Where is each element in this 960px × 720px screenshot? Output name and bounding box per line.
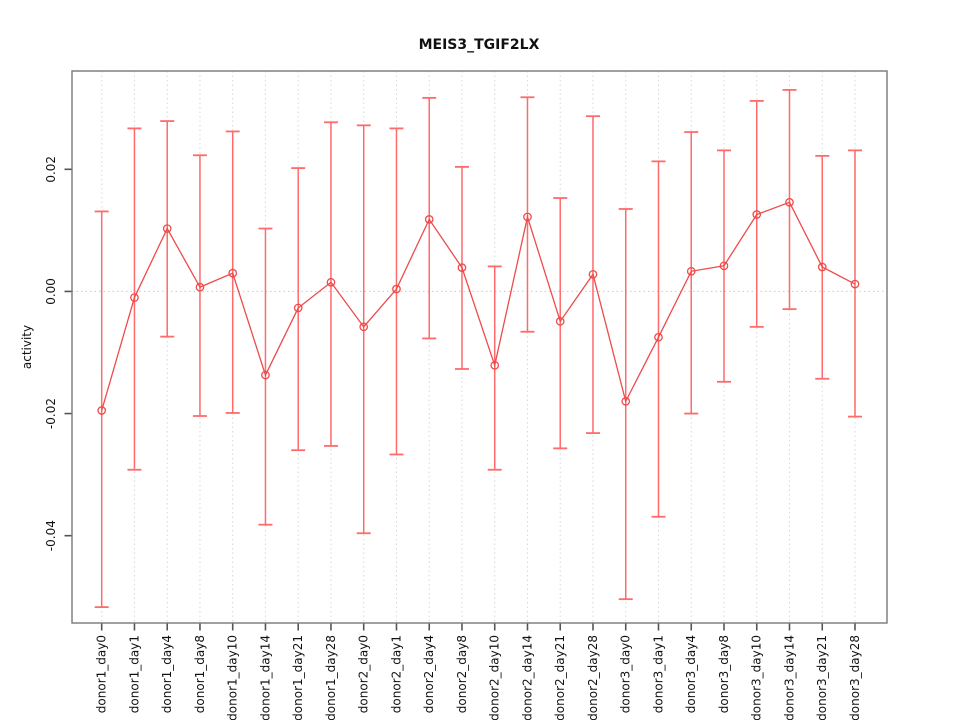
data-point — [555, 317, 565, 326]
data-point — [359, 322, 369, 332]
data-point — [293, 303, 303, 313]
data-point — [686, 266, 696, 276]
x-tick-label: donor3_day14 — [782, 635, 796, 720]
x-tick-label: donor2_day14 — [520, 635, 534, 720]
data-point — [424, 215, 434, 224]
x-tick-label: donor2_day4 — [422, 635, 436, 713]
error-bar — [389, 127, 404, 456]
data-point — [785, 197, 794, 207]
data-point — [490, 360, 500, 370]
x-tick-label: donor3_day28 — [848, 635, 862, 720]
data-point — [162, 224, 172, 233]
data-point — [719, 261, 729, 271]
data-point — [195, 282, 205, 292]
data-point — [850, 279, 860, 289]
x-tick-label: donor2_day8 — [455, 635, 469, 713]
error-bar — [258, 227, 273, 526]
axis-layer: 0.02 0.00 -0.02 -0.04 donor1_day0 donor1_day1… — [44, 156, 862, 720]
x-tick-label: donor2_day0 — [357, 635, 371, 713]
x-tick-label: donor2_day1 — [389, 635, 403, 713]
x-tick-label: donor1_day1 — [127, 635, 141, 713]
y-tick-label: -0.04 — [44, 520, 58, 551]
x-tick-label: donor2_day21 — [553, 635, 567, 720]
x-tick-label: donor1_day28 — [324, 635, 338, 720]
x-tick-label: donor3_day8 — [717, 635, 731, 713]
y-tick-label: 0.00 — [44, 278, 58, 305]
data-point — [588, 269, 598, 279]
error-bar — [192, 154, 207, 417]
data-point — [326, 277, 336, 287]
x-tick-label: donor1_day10 — [226, 635, 240, 720]
x-tick-label: donor2_day28 — [586, 635, 600, 720]
error-bar — [782, 89, 797, 311]
plot-border-box — [71, 70, 888, 624]
y-axis-label: activity — [20, 325, 34, 369]
series-line — [101, 201, 856, 411]
chart-title: MEIS3_TGIF2LX — [419, 37, 540, 53]
x-tick-label: donor1_day21 — [291, 635, 305, 720]
error-bar — [356, 124, 371, 535]
x-tick-label: donor1_day0 — [95, 635, 109, 713]
data-point — [457, 263, 467, 272]
data-point — [392, 284, 401, 294]
x-tick-label: donor3_day10 — [750, 635, 764, 720]
error-bar — [323, 121, 338, 447]
error-bar — [553, 197, 568, 450]
x-tick-label: donor1_day14 — [258, 635, 272, 720]
error-bar — [520, 96, 535, 333]
x-tick-label: donor2_day10 — [488, 635, 502, 720]
data-point — [228, 268, 238, 278]
x-tick-label: donor3_day4 — [684, 635, 698, 713]
error-bar — [225, 130, 240, 414]
x-tick-label: donor3_day1 — [651, 635, 665, 713]
x-tick-label: donor1_day4 — [160, 635, 174, 713]
data-point — [261, 370, 270, 380]
error-bar — [651, 160, 666, 518]
data-point — [654, 332, 663, 342]
error-bar — [422, 96, 437, 340]
grid-layer — [72, 71, 887, 623]
error-bar — [487, 265, 502, 471]
error-bar — [684, 131, 699, 415]
y-tick-label: 0.02 — [44, 156, 58, 183]
x-tick-label: donor3_day0 — [619, 635, 633, 713]
data-point — [130, 293, 139, 302]
x-tick-label: donor1_day8 — [193, 635, 207, 713]
y-tick-label: -0.02 — [44, 398, 58, 429]
data-point — [523, 212, 532, 222]
x-tick-label: donor3_day21 — [815, 635, 829, 720]
data-point — [97, 406, 107, 415]
error-bar — [618, 208, 633, 601]
series-layer — [94, 89, 862, 609]
data-point — [817, 262, 827, 272]
data-point — [752, 210, 762, 219]
data-point — [621, 396, 631, 406]
